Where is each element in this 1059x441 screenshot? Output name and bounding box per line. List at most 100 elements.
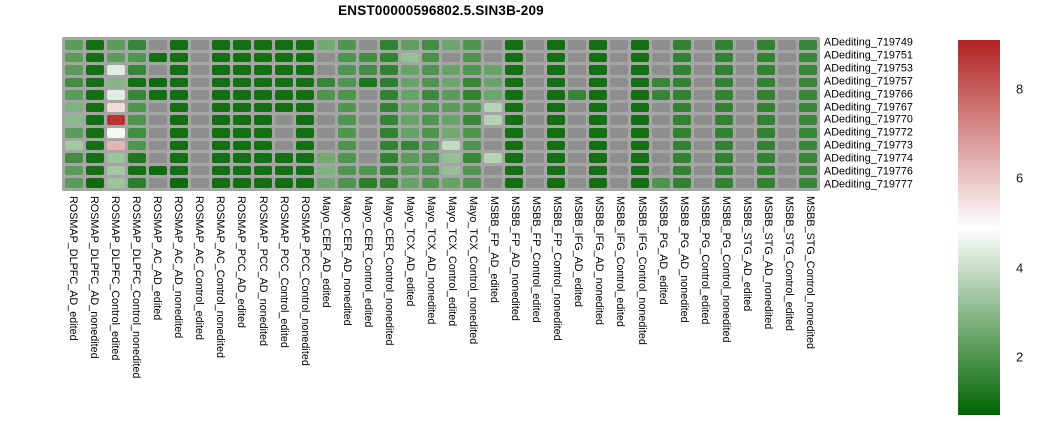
- heatmap-cell: [778, 178, 797, 188]
- heatmap-cell: [295, 140, 314, 151]
- heatmap-cell: [484, 178, 503, 188]
- heatmap-cell: [106, 165, 125, 176]
- heatmap-cell: [337, 77, 356, 88]
- column-label: MSBB_IFG_AD_nonedited: [593, 196, 606, 326]
- column-label: Mayo_TCX_AD_edited: [403, 196, 416, 307]
- heatmap-cell: [232, 40, 251, 50]
- heatmap-cell: [505, 52, 524, 63]
- heatmap-cell: [631, 140, 650, 151]
- heatmap-cell: [757, 140, 776, 151]
- heatmap-cell: [211, 102, 230, 113]
- heatmap-cell: [736, 52, 755, 63]
- heatmap-cell: [673, 115, 692, 126]
- heatmap-cell: [148, 128, 167, 138]
- heatmap-cell: [568, 115, 587, 126]
- heatmap-cell: [526, 40, 545, 50]
- heatmap-cell: [715, 77, 734, 88]
- heatmap-cell: [421, 178, 440, 188]
- heatmap-cell: [106, 128, 125, 138]
- column-label: ROSMAP_DLPFC_AD_edited: [67, 196, 80, 341]
- heatmap-cell: [610, 52, 629, 63]
- column-label: MSBB_STG_Control_edited: [782, 196, 795, 332]
- heatmap-grid: [62, 37, 820, 191]
- heatmap-cell: [694, 178, 713, 188]
- heatmap-cell: [463, 40, 482, 50]
- heatmap-cell: [106, 65, 125, 75]
- row-label: ADediting_719777: [824, 178, 913, 191]
- heatmap-cell: [232, 77, 251, 88]
- heatmap-cell: [148, 52, 167, 63]
- heatmap-cell: [358, 40, 377, 50]
- heatmap-cell: [274, 115, 293, 126]
- heatmap-cell: [652, 65, 671, 75]
- heatmap-cell: [631, 115, 650, 126]
- heatmap-cell: [652, 52, 671, 63]
- heatmap-cell: [757, 52, 776, 63]
- heatmap-cell: [442, 128, 461, 138]
- heatmap-cell: [757, 128, 776, 138]
- column-label: MSBB_PG_AD_edited: [656, 196, 669, 305]
- heatmap-cell: [232, 115, 251, 126]
- heatmap-cell: [211, 77, 230, 88]
- heatmap-cell: [526, 65, 545, 75]
- heatmap-cell: [274, 178, 293, 188]
- heatmap-cell: [631, 90, 650, 100]
- heatmap-cell: [190, 40, 209, 50]
- heatmap-cell: [568, 40, 587, 50]
- heatmap-cell: [547, 178, 566, 188]
- heatmap-cell: [715, 65, 734, 75]
- heatmap-cell: [65, 153, 83, 163]
- heatmap-cell: [463, 115, 482, 126]
- heatmap-cell: [274, 52, 293, 63]
- heatmap-cell: [169, 40, 188, 50]
- heatmap-cell: [421, 165, 440, 176]
- heatmap-cell: [610, 77, 629, 88]
- heatmap-cell: [694, 77, 713, 88]
- heatmap-cell: [799, 65, 817, 75]
- heatmap-cell: [358, 153, 377, 163]
- heatmap-cell: [316, 115, 335, 126]
- row-label: ADediting_719766: [824, 88, 913, 101]
- heatmap-cell: [547, 52, 566, 63]
- heatmap-cell: [211, 90, 230, 100]
- colorbar-ticks: 8 6 4 2: [1016, 40, 1056, 415]
- heatmap-cell: [316, 65, 335, 75]
- heatmap-cell: [610, 115, 629, 126]
- heatmap-cell: [400, 102, 419, 113]
- heatmap-cell: [379, 140, 398, 151]
- heatmap-cell: [316, 90, 335, 100]
- heatmap-cell: [232, 140, 251, 151]
- heatmap-cell: [610, 128, 629, 138]
- heatmap-cell: [526, 178, 545, 188]
- heatmap-cell: [694, 65, 713, 75]
- heatmap-cell: [484, 165, 503, 176]
- column-label: ROSMAP_PCC_Control_nonedited: [298, 196, 311, 366]
- heatmap-cell: [190, 102, 209, 113]
- heatmap-cell: [673, 153, 692, 163]
- heatmap-cell: [589, 52, 608, 63]
- heatmap-cell: [232, 128, 251, 138]
- heatmap-cell: [736, 128, 755, 138]
- heatmap-cell: [400, 128, 419, 138]
- heatmap-cell: [715, 115, 734, 126]
- heatmap-cell: [190, 77, 209, 88]
- heatmap-cell: [505, 77, 524, 88]
- heatmap-cell: [778, 102, 797, 113]
- heatmap-cell: [85, 165, 104, 176]
- column-label: MSBB_PG_Control_nonedited: [719, 196, 732, 343]
- heatmap-cell: [589, 102, 608, 113]
- colorbar-tick-label: 2: [1016, 349, 1024, 365]
- heatmap-cell: [673, 140, 692, 151]
- heatmap-cell: [463, 178, 482, 188]
- heatmap-cell: [169, 140, 188, 151]
- heatmap-cell: [400, 40, 419, 50]
- heatmap-cell: [253, 77, 272, 88]
- heatmap-cell: [379, 40, 398, 50]
- heatmap-cell: [85, 102, 104, 113]
- heatmap-cell: [169, 52, 188, 63]
- heatmap-cell: [85, 90, 104, 100]
- heatmap-cell: [652, 128, 671, 138]
- heatmap-cell: [295, 52, 314, 63]
- heatmap-cell: [610, 178, 629, 188]
- heatmap-cell: [316, 102, 335, 113]
